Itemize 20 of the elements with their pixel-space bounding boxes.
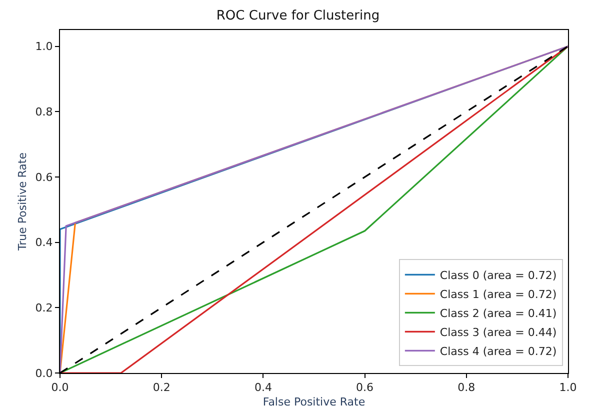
y-tick-label: 0.2 xyxy=(35,302,53,315)
y-axis-title: True Positive Rate xyxy=(16,152,29,252)
x-tick-label: 1.0 xyxy=(559,381,577,394)
y-tick-label: 1.0 xyxy=(35,40,53,54)
chart-title: ROC Curve for Clustering xyxy=(216,8,380,24)
y-tick-label: 0.0 xyxy=(35,366,53,380)
legend-label: Class 4 (area = 0.72) xyxy=(440,344,557,358)
legend-label: Class 1 (area = 0.72) xyxy=(440,288,557,301)
x-tick-label: 0.8 xyxy=(458,381,476,394)
x-axis-title: False Positive Rate xyxy=(262,395,366,408)
y-tick-label: 0.4 xyxy=(35,236,53,250)
legend-label: Class 2 (area = 0.41) xyxy=(440,306,557,320)
x-tick-label: 0.6 xyxy=(356,381,374,394)
legend-label: Class 0 (area = 0.72) xyxy=(440,268,557,282)
legend-label: Class 3 (area = 0.44) xyxy=(440,326,557,339)
x-tick-label: 0.2 xyxy=(152,381,170,394)
y-tick-label: 0.8 xyxy=(35,106,53,119)
x-tick-label: 0.0 xyxy=(51,381,69,394)
x-tick-label: 0.4 xyxy=(254,381,272,394)
y-tick-label: 0.6 xyxy=(35,170,53,184)
